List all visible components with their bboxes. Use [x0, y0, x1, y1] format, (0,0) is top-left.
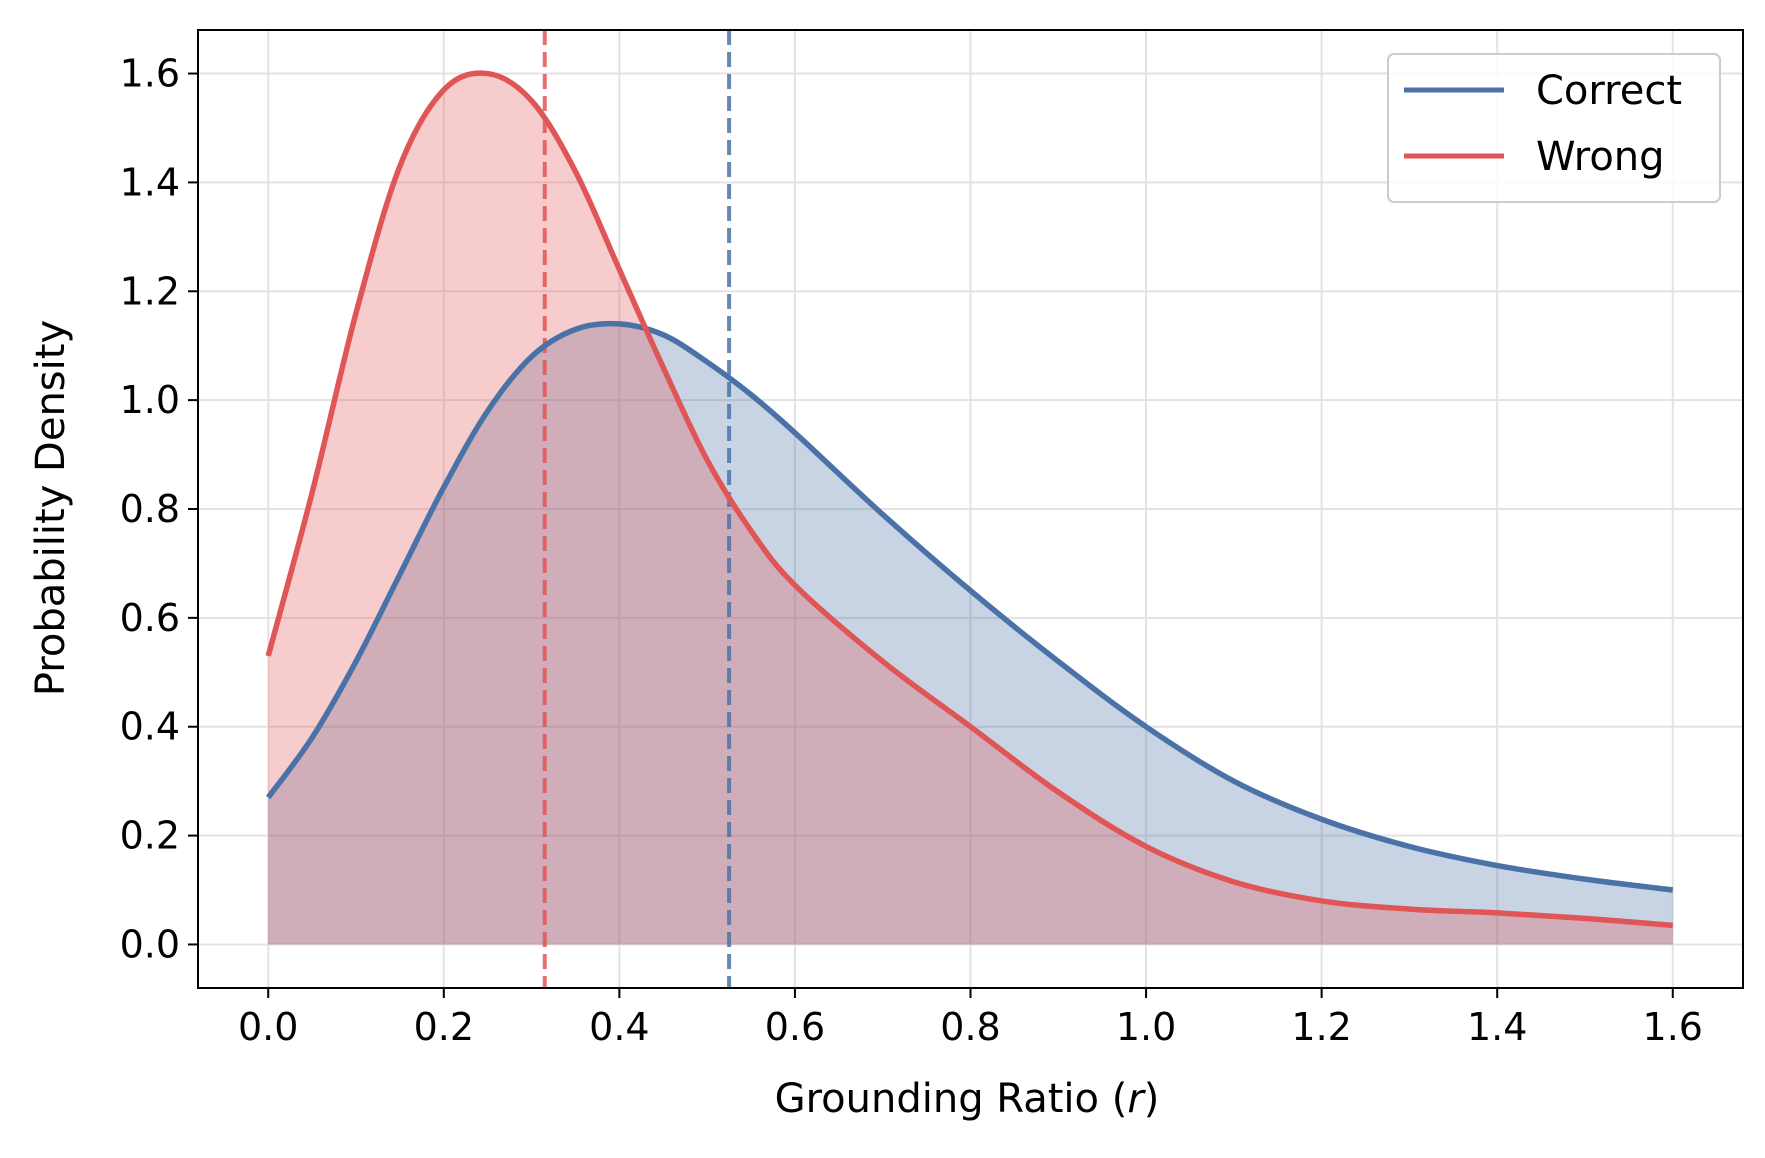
fill-area-wrong [268, 73, 1673, 945]
y-axis-label: Probability Density [28, 320, 74, 696]
density-fills [268, 73, 1673, 945]
x-tick-label: 0.4 [589, 1005, 649, 1049]
curve-wrong [265, 70, 1673, 929]
y-tick-label: 0.6 [120, 596, 180, 640]
y-tick-label: 0.0 [120, 922, 180, 966]
y-tick-label: 1.0 [120, 378, 180, 422]
x-tick-label: 1.4 [1467, 1005, 1527, 1049]
x-tick-label: 1.0 [1116, 1005, 1176, 1049]
y-axis-ticks: 0.0 0.2 0.4 0.6 0.8 1.0 1.2 1.4 1.6 [120, 52, 198, 966]
y-tick-label: 0.2 [120, 814, 180, 858]
y-tick-label: 1.4 [120, 160, 180, 204]
fill-area-correct [268, 323, 1673, 945]
mean-lines [542, 30, 732, 988]
legend-label-wrong: Wrong [1536, 134, 1665, 180]
y-tick-label: 0.8 [120, 487, 180, 531]
x-tick-label: 1.6 [1643, 1005, 1703, 1049]
x-tick-label: 0.0 [238, 1005, 298, 1049]
y-tick-label: 1.2 [120, 269, 180, 313]
x-tick-label: 0.6 [765, 1005, 825, 1049]
legend-label-correct: Correct [1536, 68, 1682, 114]
curve-correct [266, 320, 1674, 893]
x-tick-label: 0.8 [940, 1005, 1000, 1049]
x-axis-label: Grounding Ratio (r) [775, 1076, 1160, 1122]
x-tick-label: 1.2 [1291, 1005, 1351, 1049]
x-axis-ticks: 0.0 0.2 0.4 0.6 0.8 1.0 1.2 1.4 1.6 [238, 988, 1703, 1049]
legend: Correct Wrong [1387, 53, 1721, 203]
y-tick-label: 1.6 [120, 52, 180, 96]
y-tick-label: 0.4 [120, 705, 180, 749]
x-tick-label: 0.2 [414, 1005, 474, 1049]
density-curves [265, 70, 1674, 929]
